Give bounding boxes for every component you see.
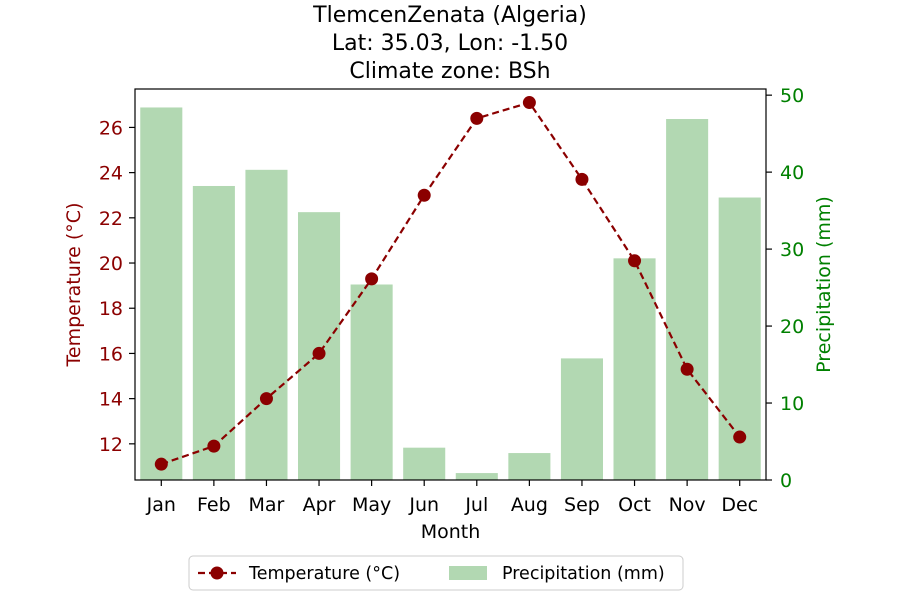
right-tick-label: 20 <box>780 316 804 338</box>
temperature-point-dec <box>733 430 747 444</box>
temperature-point-oct <box>628 254 642 268</box>
left-tick-label: 22 <box>99 208 123 230</box>
temperature-point-jun <box>417 188 431 202</box>
x-axis-label: Month <box>421 521 481 543</box>
left-tick-label: 18 <box>99 298 123 320</box>
x-tick-label-aug: Aug <box>511 494 548 516</box>
precipitation-bar-jun <box>403 447 446 480</box>
precipitation-bar-nov <box>666 119 709 481</box>
left-tick-label: 26 <box>99 117 123 139</box>
right-axis: 0 10 20 30 40 50 Precipitation (mm) <box>766 85 835 492</box>
left-axis: 12 14 16 18 20 22 24 26 Temperature (°C) <box>63 117 135 456</box>
plot-area-border <box>134 88 767 481</box>
temperature-point-nov <box>680 362 694 376</box>
precipitation-bar-oct <box>613 258 656 480</box>
left-tick-label: 16 <box>99 343 123 365</box>
x-tick-label-sep: Sep <box>564 494 600 516</box>
precipitation-bar-may <box>350 284 393 480</box>
precipitation-bar-sep <box>560 358 603 480</box>
x-tick-label-may: May <box>352 494 391 516</box>
right-axis-label: Precipitation (mm) <box>813 196 835 373</box>
temperature-point-apr <box>312 346 326 360</box>
precipitation-bar-feb <box>192 185 235 480</box>
legend-temperature-marker <box>210 566 224 580</box>
right-tick-label: 10 <box>780 393 804 415</box>
left-tick-label: 14 <box>99 389 123 411</box>
left-tick-label: 20 <box>99 253 123 275</box>
precipitation-bar-mar <box>245 169 288 480</box>
x-tick-label-oct: Oct <box>618 494 651 516</box>
right-tick-label: 0 <box>780 470 792 492</box>
x-tick-label-jun: Jun <box>408 494 439 516</box>
x-tick-label-mar: Mar <box>249 494 285 516</box>
x-tick-label-jan: Jan <box>146 494 176 516</box>
temperature-point-aug <box>522 96 536 110</box>
chart-title: TlemcenZenata (Algeria) Lat: 35.03, Lon: … <box>312 3 587 84</box>
temperature-point-may <box>365 272 379 286</box>
right-tick-label: 40 <box>780 162 804 184</box>
x-axis: Jan Feb Mar Apr May Jun Jul Aug Sep Oct Nov Dec Mont… <box>146 480 758 543</box>
precipitation-bars <box>140 107 761 481</box>
temperature-point-sep <box>575 172 589 186</box>
precipitation-bar-apr <box>298 212 341 481</box>
temperature-point-mar <box>259 392 273 406</box>
left-axis-label: Temperature (°C) <box>63 203 85 368</box>
right-tick-label: 50 <box>780 85 804 107</box>
left-tick-label: 12 <box>99 434 123 456</box>
temperature-series-line <box>160 101 741 466</box>
temperature-point-feb <box>207 439 221 453</box>
title-line-3: Climate zone: BSh <box>349 59 550 84</box>
legend-precipitation-swatch <box>449 566 487 580</box>
x-tick-label-nov: Nov <box>669 494 706 516</box>
temperature-point-jan <box>154 457 168 471</box>
temperature-line <box>154 96 747 471</box>
precipitation-bar-jan <box>140 107 183 480</box>
precipitation-bar-aug <box>508 453 551 480</box>
right-tick-label: 30 <box>780 239 804 261</box>
x-tick-label-dec: Dec <box>721 494 758 516</box>
legend-temperature-label: Temperature (°C) <box>248 564 400 584</box>
precipitation-bar-jul <box>455 473 498 480</box>
x-tick-label-jul: Jul <box>464 494 488 516</box>
title-line-2: Lat: 35.03, Lon: -1.50 <box>332 31 568 56</box>
temperature-point-jul <box>470 111 484 125</box>
plot-frame <box>134 88 767 481</box>
title-line-1: TlemcenZenata (Algeria) <box>312 3 587 28</box>
x-tick-label-feb: Feb <box>197 494 231 516</box>
x-tick-label-apr: Apr <box>303 494 336 516</box>
left-tick-label: 24 <box>99 163 123 185</box>
legend-box <box>188 555 684 591</box>
legend: Temperature (°C) Precipitation (mm) <box>188 555 684 591</box>
legend-precipitation-label: Precipitation (mm) <box>502 564 665 584</box>
